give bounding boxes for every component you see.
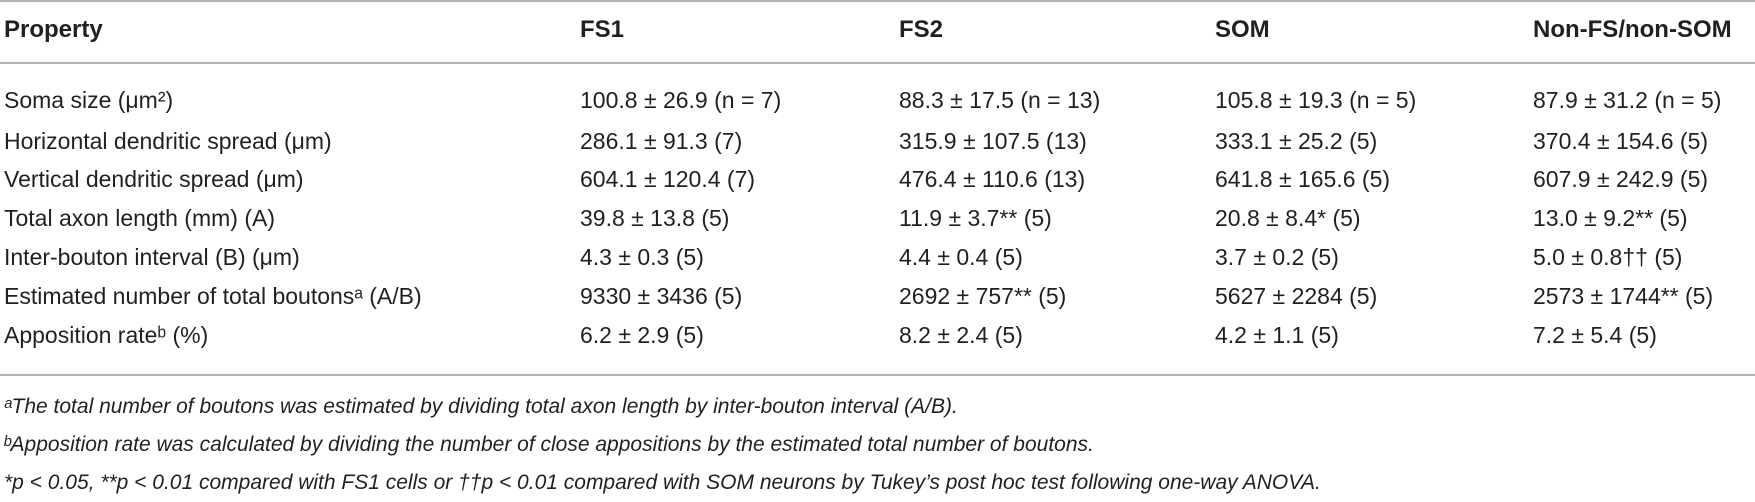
table-bottom-rule [0, 374, 1755, 376]
footnote-significance: *p < 0.05, **p < 0.01 compared with FS1 … [4, 471, 1321, 494]
cell-nonfs: 87.9 ± 31.2 (n = 5) [1533, 87, 1722, 113]
cell-fs2: 8.2 ± 2.4 (5) [899, 322, 1023, 348]
cell-property: Total axon length (mm) (A) [4, 205, 275, 231]
header-som: SOM [1215, 16, 1270, 43]
header-fs1: FS1 [580, 16, 625, 43]
cell-fs1: 286.1 ± 91.3 (7) [580, 128, 743, 154]
cell-som: 3.7 ± 0.2 (5) [1215, 244, 1339, 270]
footnote-a: ᵃThe total number of boutons was estimat… [4, 395, 958, 418]
cell-som: 641.8 ± 165.6 (5) [1215, 166, 1391, 192]
cell-som: 4.2 ± 1.1 (5) [1215, 322, 1339, 348]
header-nonfs-nonsom: Non-FS/non-SOM [1533, 16, 1732, 43]
cell-nonfs: 7.2 ± 5.4 (5) [1533, 322, 1657, 348]
cell-nonfs: 13.0 ± 9.2** (5) [1533, 205, 1688, 231]
table-top-rule [0, 0, 1755, 2]
table-row: Soma size (μm²) 100.8 ± 26.9 (n = 7) 88.… [0, 80, 1755, 120]
cell-property: Apposition rateᵇ (%) [4, 322, 209, 348]
header-fs2: FS2 [899, 16, 944, 43]
table-row: Vertical dendritic spread (μm) 604.1 ± 1… [0, 159, 1755, 199]
table-row: Horizontal dendritic spread (μm) 286.1 ±… [0, 121, 1755, 161]
table-header-rule [0, 62, 1755, 64]
table-row: Inter-bouton interval (B) (μm) 4.3 ± 0.3… [0, 237, 1755, 277]
cell-property: Inter-bouton interval (B) (μm) [4, 244, 300, 270]
cell-fs2: 88.3 ± 17.5 (n = 13) [899, 87, 1101, 113]
cell-nonfs: 2573 ± 1744** (5) [1533, 283, 1714, 309]
cell-fs2: 476.4 ± 110.6 (13) [899, 166, 1086, 192]
table-header-row: Property FS1 FS2 SOM Non-FS/non-SOM [0, 10, 1755, 50]
cell-nonfs: 370.4 ± 154.6 (5) [1533, 128, 1709, 154]
cell-fs1: 39.8 ± 13.8 (5) [580, 205, 730, 231]
table-row: Estimated number of total boutonsᵃ (A/B)… [0, 276, 1755, 316]
table-row: Total axon length (mm) (A) 39.8 ± 13.8 (… [0, 198, 1755, 238]
cell-fs2: 4.4 ± 0.4 (5) [899, 244, 1023, 270]
cell-som: 5627 ± 2284 (5) [1215, 283, 1378, 309]
table-footnotes: ᵃThe total number of boutons was estimat… [4, 388, 1744, 502]
cell-property: Soma size (μm²) [4, 87, 174, 113]
cell-fs1: 604.1 ± 120.4 (7) [580, 166, 756, 192]
cell-property: Vertical dendritic spread (μm) [4, 166, 304, 192]
cell-fs1: 9330 ± 3436 (5) [580, 283, 743, 309]
cell-fs1: 4.3 ± 0.3 (5) [580, 244, 704, 270]
header-property: Property [4, 16, 103, 43]
cell-property: Horizontal dendritic spread (μm) [4, 128, 332, 154]
cell-nonfs: 5.0 ± 0.8†† (5) [1533, 244, 1683, 270]
table-row: Apposition rateᵇ (%) 6.2 ± 2.9 (5) 8.2 ±… [0, 315, 1755, 355]
cell-fs1: 100.8 ± 26.9 (n = 7) [580, 87, 782, 113]
cell-som: 333.1 ± 25.2 (5) [1215, 128, 1378, 154]
cell-som: 105.8 ± 19.3 (n = 5) [1215, 87, 1417, 113]
cell-som: 20.8 ± 8.4* (5) [1215, 205, 1361, 231]
cell-fs1: 6.2 ± 2.9 (5) [580, 322, 704, 348]
cell-nonfs: 607.9 ± 242.9 (5) [1533, 166, 1709, 192]
cell-fs2: 2692 ± 757** (5) [899, 283, 1067, 309]
cell-property: Estimated number of total boutonsᵃ (A/B) [4, 283, 422, 309]
footnote-b: ᵇApposition rate was calculated by divid… [4, 433, 1094, 456]
cell-fs2: 11.9 ± 3.7** (5) [899, 205, 1052, 231]
cell-fs2: 315.9 ± 107.5 (13) [899, 128, 1087, 154]
